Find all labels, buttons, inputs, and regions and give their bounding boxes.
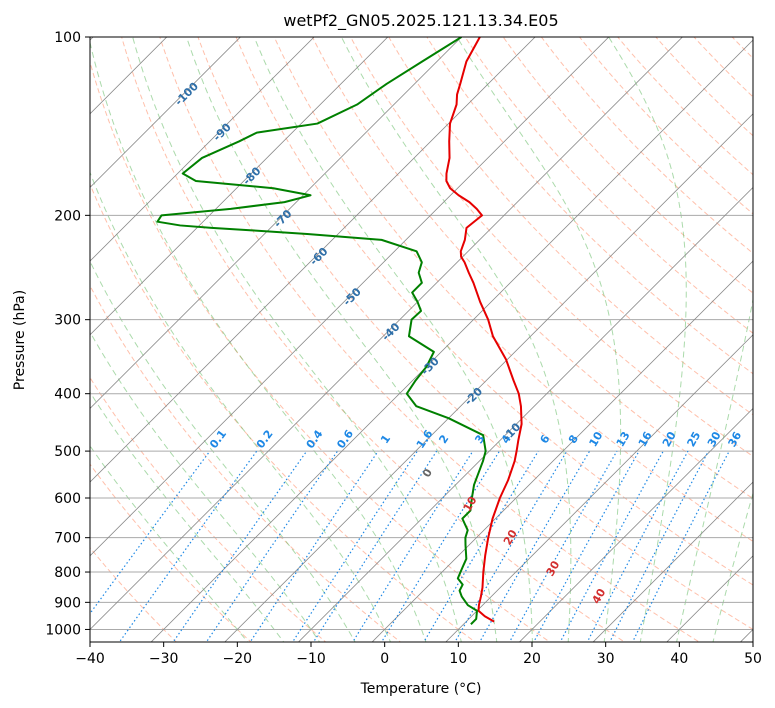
mixing-ratio-line [249,450,379,642]
isotherm-line [150,39,753,642]
y-tick-label: 900 [54,595,81,611]
dry-adiabat-line [655,37,753,137]
y-tick-label: 300 [54,313,81,329]
mixing-ratio-line [454,450,568,642]
moist-adiabat-line [90,331,321,642]
dry-adiabat-line [159,37,701,642]
y-tick-label: 400 [54,387,81,403]
moist-adiabat-line [676,296,753,642]
dry-adiabat-line [235,37,753,586]
y-tick-label: 1000 [45,622,81,638]
isotherm-line [297,186,753,642]
dry-adiabat-line [90,284,402,642]
chart-title: wetPf2_GN05.2025.121.13.34.E05 [283,11,558,31]
dry-adiabat-line [90,182,476,642]
dry-adiabat-line [540,37,753,254]
plot-area: 0.1 0.2 0.4 0.6 1 1.6 2 3 4 6 8 10 13 16 20 25 30 36-100-… [90,37,753,642]
x-tick-label: 50 [744,651,762,667]
moist-adiabat-line [253,37,533,642]
dry-adiabat-line [350,37,753,457]
x-tick-label: 40 [670,651,688,667]
isotherm-line [90,37,610,557]
x-tick-label: −10 [296,651,326,667]
x-axis-ticks: −40 −30 −20 −10 0 10 20 30 40 50 [75,642,762,667]
moist-adiabat-line [456,37,622,642]
isotherm-gridlines [90,37,753,642]
x-tick-label: −40 [75,651,105,667]
moist-adiabat-line [608,37,687,642]
x-tick-label: −20 [223,651,253,667]
x-axis-label: Temperature (°C) [360,681,482,697]
dry-adiabat-line [273,37,753,543]
isotherm-line [224,113,753,642]
plot-frame [89,36,754,643]
x-tick-label: 10 [449,651,467,667]
dry-adiabats [90,37,753,642]
dry-adiabat-line [464,37,753,334]
mixing-ratio-label: 25 [685,429,704,449]
dry-adiabat-line [197,37,753,631]
isotherm-line [90,37,463,410]
x-tick-label: −30 [149,651,179,667]
dewpoint-profile-line [156,37,487,625]
y-tick-label: 800 [54,565,81,581]
mixing-ratio-line [631,450,730,642]
mixing-ratio-line [172,450,308,642]
mixing-ratio-line [118,450,258,642]
mixing-ratio-line [479,450,591,642]
dry-adiabat-line [388,37,753,416]
mixing-ratio-line [312,450,438,642]
moist-adiabat-line [340,37,572,642]
mixing-ratio-lines [90,450,730,642]
isotherm-line [592,481,753,642]
dry-adiabat-line [90,463,252,642]
y-axis-ticks: 100 200 300 400 500 600 700 800 900 1000 [45,30,90,638]
isotherm-line [445,334,753,642]
x-tick-label: 20 [523,651,541,667]
isobar-gridlines [90,37,753,630]
dry-adiabat-line [578,37,753,215]
isotherm-line [518,407,753,642]
isotherm-line [371,260,753,642]
isotherm-line [90,37,315,262]
y-tick-label: 600 [54,491,81,507]
isotherm-line [90,37,389,336]
x-tick-label: 0 [380,651,389,667]
y-tick-label: 500 [54,444,81,460]
dry-adiabat-line [121,37,626,642]
temperature-profile-line [445,37,523,623]
mixing-ratio-line [291,450,418,642]
mixing-ratio-line [533,450,640,642]
moist-adiabat-line [90,40,427,642]
isotherm-line [90,37,242,189]
mixing-ratio-line [423,450,539,642]
dry-adiabat-line [90,60,551,642]
isotherm-line [90,37,684,631]
isotherm-line [90,37,536,483]
y-axis-label: Pressure (hPa) [12,290,28,390]
moist-adiabat-line [132,37,462,642]
y-tick-label: 700 [54,531,81,547]
profile-series [156,37,523,625]
mixing-ratio-label: 36 [726,429,745,449]
y-tick-label: 200 [54,208,81,224]
mixing-ratio-line [205,450,339,642]
x-tick-label: 30 [597,651,615,667]
y-tick-label: 100 [54,30,81,46]
